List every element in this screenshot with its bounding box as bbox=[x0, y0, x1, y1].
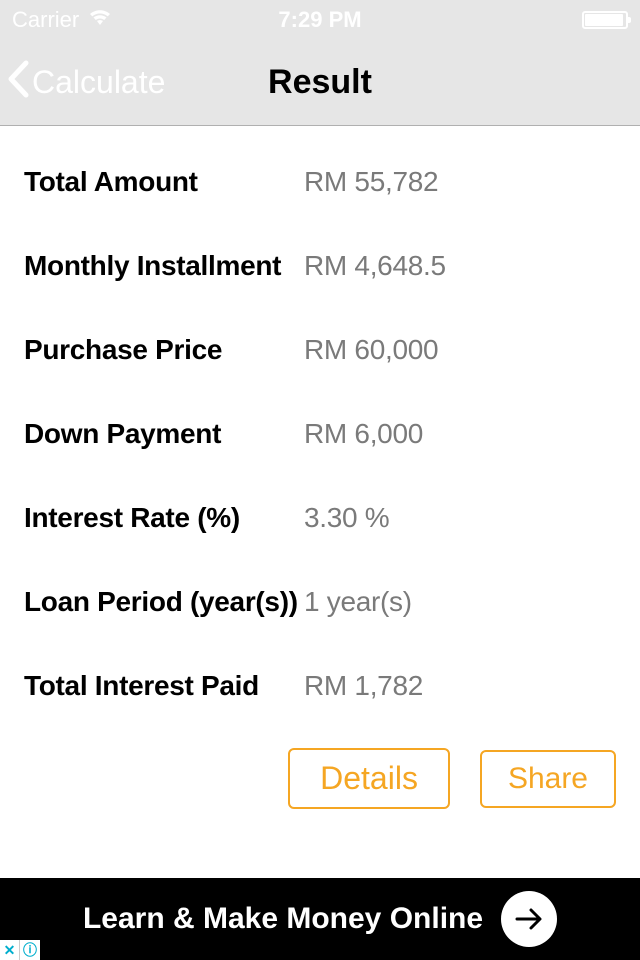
status-left: Carrier bbox=[12, 7, 113, 33]
value-monthly-installment: RM 4,648.5 bbox=[304, 250, 616, 282]
value-purchase-price: RM 60,000 bbox=[304, 334, 616, 366]
details-button[interactable]: Details bbox=[288, 748, 450, 809]
ad-banner[interactable]: Learn & Make Money Online ✕ ⓘ bbox=[0, 878, 640, 960]
status-bar: Carrier 7:29 PM bbox=[0, 0, 640, 40]
row-total-interest: Total Interest Paid RM 1,782 bbox=[24, 670, 616, 702]
row-interest-rate: Interest Rate (%) 3.30 % bbox=[24, 502, 616, 534]
label-purchase-price: Purchase Price bbox=[24, 334, 304, 366]
label-total-amount: Total Amount bbox=[24, 166, 304, 198]
row-purchase-price: Purchase Price RM 60,000 bbox=[24, 334, 616, 366]
row-monthly-installment: Monthly Installment RM 4,648.5 bbox=[24, 250, 616, 282]
label-loan-period: Loan Period (year(s)) bbox=[24, 586, 304, 618]
ad-info-icon[interactable]: ⓘ bbox=[20, 940, 40, 960]
row-loan-period: Loan Period (year(s)) 1 year(s) bbox=[24, 586, 616, 618]
value-interest-rate: 3.30 % bbox=[304, 502, 616, 534]
battery-icon bbox=[582, 11, 628, 29]
value-down-payment: RM 6,000 bbox=[304, 418, 616, 450]
label-interest-rate: Interest Rate (%) bbox=[24, 502, 304, 534]
back-button[interactable]: Calculate bbox=[0, 60, 165, 106]
row-down-payment: Down Payment RM 6,000 bbox=[24, 418, 616, 450]
label-down-payment: Down Payment bbox=[24, 418, 304, 450]
chevron-left-icon bbox=[6, 60, 30, 106]
ad-close-icon[interactable]: ✕ bbox=[0, 940, 20, 960]
value-total-amount: RM 55,782 bbox=[304, 166, 616, 198]
status-right bbox=[582, 11, 628, 29]
share-button[interactable]: Share bbox=[480, 750, 616, 808]
value-total-interest: RM 1,782 bbox=[304, 670, 616, 702]
actions-row: Details Share bbox=[0, 748, 640, 809]
nav-bar: Calculate Result bbox=[0, 40, 640, 126]
wifi-icon bbox=[87, 7, 113, 33]
result-content: Total Amount RM 55,782 Monthly Installme… bbox=[0, 126, 640, 702]
back-label: Calculate bbox=[32, 64, 165, 101]
ad-badge[interactable]: ✕ ⓘ bbox=[0, 940, 40, 960]
arrow-right-icon bbox=[501, 891, 557, 947]
carrier-label: Carrier bbox=[12, 7, 79, 33]
row-total-amount: Total Amount RM 55,782 bbox=[24, 166, 616, 198]
label-monthly-installment: Monthly Installment bbox=[24, 250, 304, 282]
value-loan-period: 1 year(s) bbox=[304, 586, 616, 618]
label-total-interest: Total Interest Paid bbox=[24, 670, 304, 702]
ad-text: Learn & Make Money Online bbox=[83, 902, 483, 936]
